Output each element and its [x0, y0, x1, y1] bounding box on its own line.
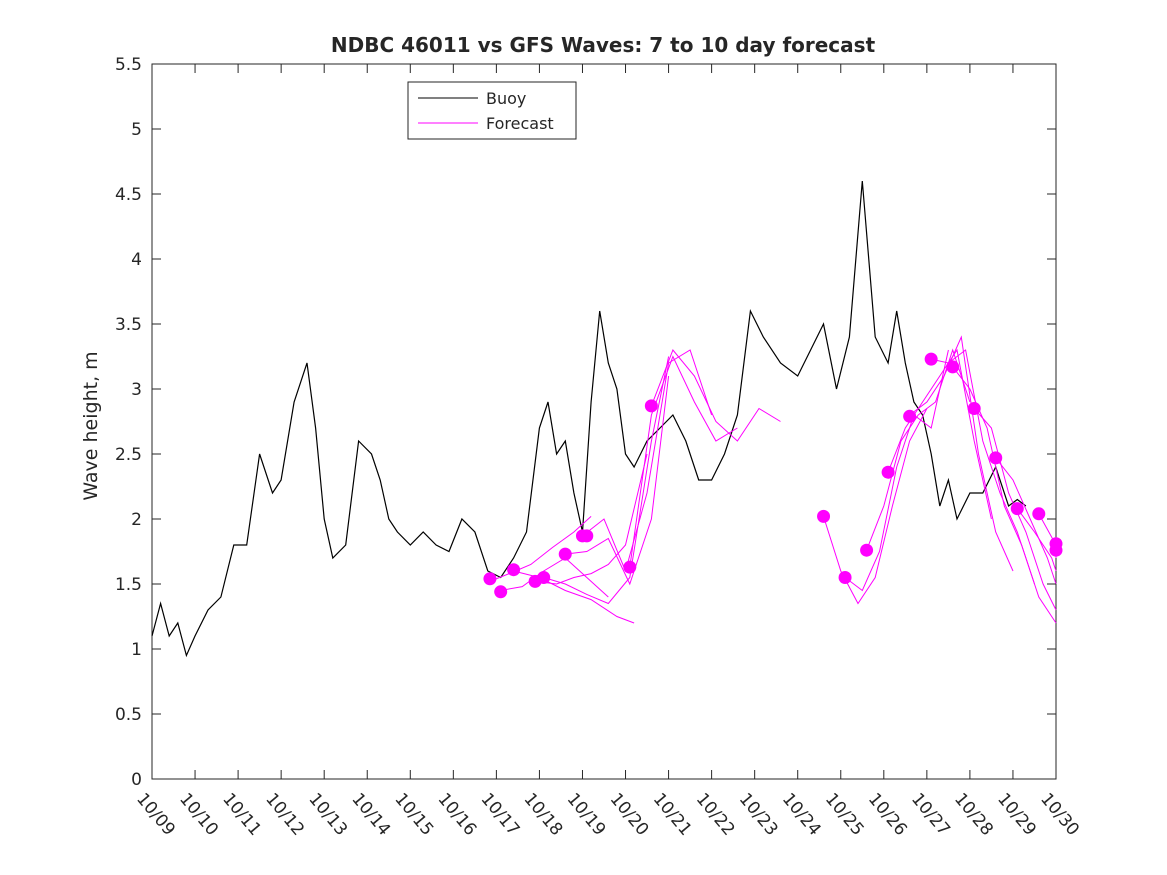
- forecast-line: [1016, 508, 1057, 572]
- forecast-line: [500, 557, 609, 598]
- forecast-start-point: [483, 572, 497, 586]
- forecast-start-point: [1049, 543, 1063, 557]
- y-tick-label: 5: [131, 120, 142, 140]
- forecast-start-point: [580, 529, 594, 543]
- forecast-line: [650, 349, 781, 442]
- forecast-line: [909, 335, 1014, 572]
- chart-title: NDBC 46011 vs GFS Waves: 7 to 10 day for…: [331, 33, 876, 57]
- legend-box: [407, 81, 577, 140]
- forecast-start-point: [623, 560, 637, 574]
- forecast-line: [629, 355, 738, 568]
- forecast-start-point: [494, 585, 508, 599]
- y-tick-label: 2.5: [115, 445, 142, 465]
- forecast-start-point: [1032, 507, 1046, 521]
- forecast-line: [844, 349, 949, 592]
- forecast-line: [952, 366, 1057, 624]
- forecast-start-point: [903, 409, 917, 423]
- forecast-start-point: [644, 399, 658, 413]
- y-tick-label: 3.5: [115, 315, 142, 335]
- forecast-start-point: [537, 571, 551, 584]
- forecast-start-point: [1010, 502, 1024, 516]
- y-tick-label: 4: [131, 250, 142, 270]
- forecast-line: [866, 348, 971, 551]
- y-tick-label: 0: [131, 770, 142, 790]
- y-tick-label: 4.5: [115, 185, 142, 205]
- legend-buoy-label: Buoy: [486, 89, 526, 108]
- forecast-line: [535, 453, 648, 585]
- forecast-line: [995, 457, 1057, 585]
- forecast-start-point: [881, 465, 895, 479]
- forecast-line: [489, 516, 592, 582]
- forecast-start-point: [558, 547, 572, 561]
- y-tick-label: 0.5: [115, 705, 142, 725]
- forecast-start-point: [507, 563, 521, 577]
- y-tick-label: 5.5: [115, 55, 142, 75]
- forecast-start-point: [946, 360, 960, 374]
- forecast-line: [565, 375, 670, 586]
- y-tick-label: 1.5: [115, 575, 142, 595]
- y-tick-label: 2: [131, 510, 142, 530]
- forecast-start-point: [989, 451, 1003, 465]
- axes-box: [151, 63, 1057, 780]
- y-axis-ticks: 0 0.5 1 1.5 2 2.5 3 3.5 4 4.5 5 5.5: [115, 55, 1056, 790]
- forecast-start-point: [967, 402, 981, 415]
- forecast-line: [887, 348, 992, 520]
- y-tick-label: 1: [131, 640, 142, 660]
- y-tick-label: 3: [131, 380, 142, 400]
- forecast-start-point: [838, 571, 852, 584]
- plot-area: [151, 63, 1063, 780]
- y-axis-label: Wave height, m: [80, 351, 102, 500]
- forecast-start-point: [924, 352, 938, 366]
- forecast-start-point: [860, 543, 874, 557]
- forecast-start-point: [817, 509, 831, 523]
- legend-forecast-label: Forecast: [486, 114, 554, 133]
- forecast-line: [823, 408, 928, 605]
- legend: Buoy Forecast: [407, 81, 577, 140]
- forecast-line: [543, 356, 670, 605]
- forecast-line: [582, 349, 713, 573]
